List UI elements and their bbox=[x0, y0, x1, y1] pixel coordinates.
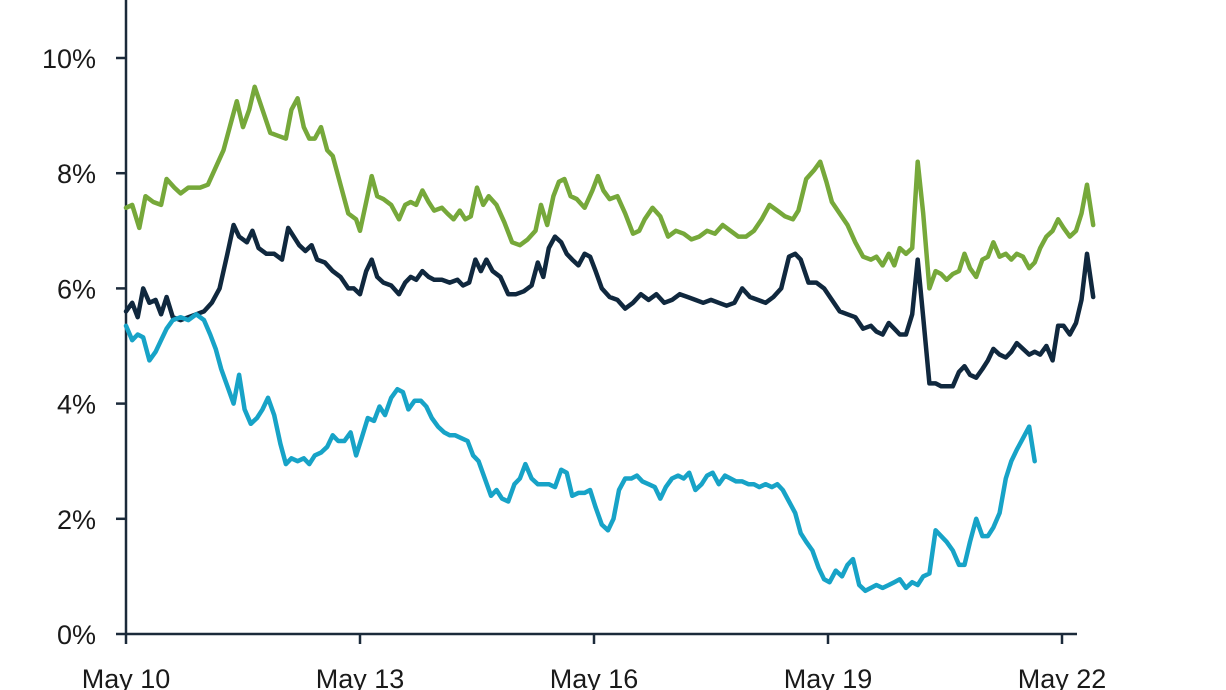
y-tick-label: 4% bbox=[57, 390, 96, 420]
y-tick-label: 10% bbox=[42, 44, 96, 74]
y-axis: 0% 2% 4% 6% 8% 10% bbox=[42, 0, 128, 650]
series-line-2 bbox=[123, 222, 1096, 389]
series-lines bbox=[123, 84, 1096, 594]
x-tick-label: May 22 bbox=[1018, 664, 1107, 690]
series-line-1 bbox=[123, 84, 1096, 291]
x-tick-label: May 10 bbox=[82, 664, 171, 690]
x-tick-label: May 19 bbox=[784, 664, 873, 690]
series-line-3 bbox=[123, 312, 1037, 594]
x-axis: May 10 May 13 May 16 May 19 May 22 bbox=[82, 632, 1107, 690]
y-tick-label: 2% bbox=[57, 505, 96, 535]
y-tick-label: 8% bbox=[57, 159, 96, 189]
y-tick-label: 0% bbox=[57, 620, 96, 650]
y-tick-label: 6% bbox=[57, 274, 96, 304]
x-tick-label: May 16 bbox=[550, 664, 639, 690]
x-tick-label: May 13 bbox=[316, 664, 405, 690]
